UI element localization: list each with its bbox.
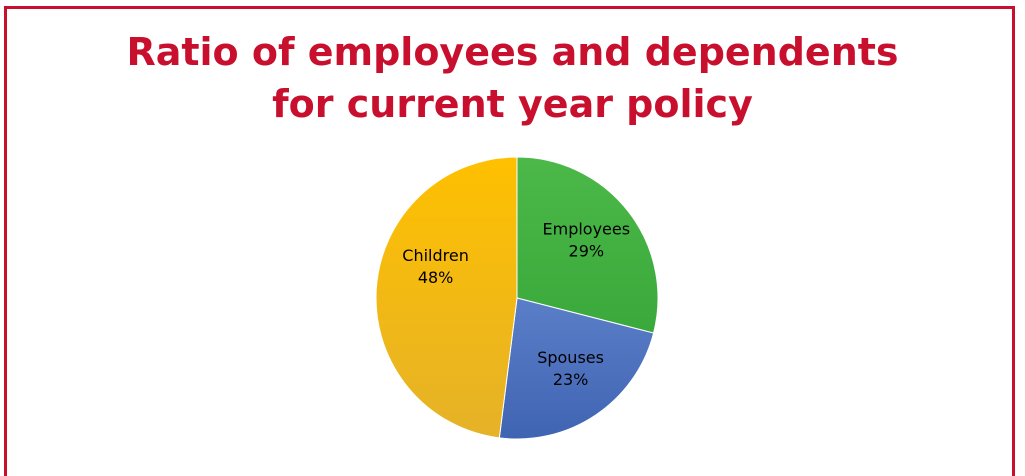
pie-label-children-name: Children (402, 246, 469, 265)
chart-title-line-2: for current year policy (272, 82, 753, 126)
pie-slice-children (375, 156, 518, 439)
pie-slice-employees (516, 156, 659, 334)
pie-label-employees-name: Employees (543, 220, 631, 239)
pie-slices (375, 156, 659, 440)
chart-title: Ratio of employees and dependents for cu… (0, 26, 1025, 130)
pie-label-spouses-value: 23% (553, 370, 589, 389)
pie-label-employees-value: 29% (569, 242, 605, 261)
pie-slice-spouses (498, 297, 655, 440)
pie-labels: Employees 29% Spouses 23% Children 48% (402, 220, 630, 390)
pie-label-spouses-name: Spouses (537, 348, 604, 367)
chart-title-line-1: Ratio of employees and dependents (126, 30, 899, 74)
pie-label-children-value: 48% (418, 268, 454, 287)
